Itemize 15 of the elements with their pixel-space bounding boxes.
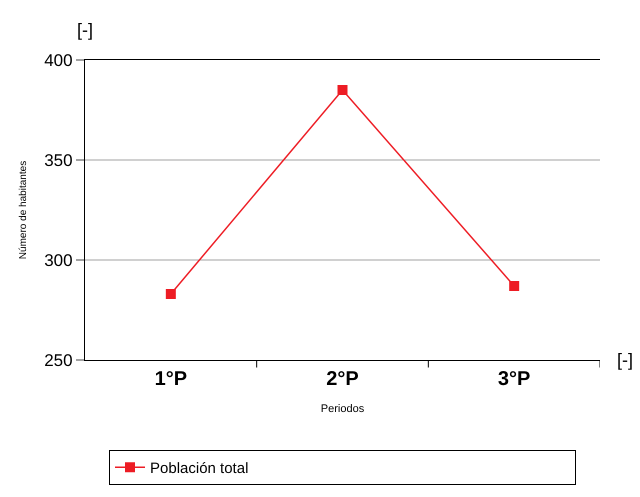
- x-tick-label: 2°P: [326, 368, 359, 390]
- point: [338, 85, 348, 95]
- legend-label: Población total: [150, 460, 248, 478]
- y-tick-label: 400: [44, 50, 73, 70]
- y-tick-label: 300: [44, 250, 73, 270]
- text: [-]: [77, 20, 93, 40]
- text: [-]: [617, 350, 633, 370]
- y-axis-title: Número de habitantes: [18, 160, 30, 260]
- x-tick-label: 1°P: [154, 368, 188, 390]
- point: [509, 281, 520, 291]
- x-tick-label: 3°P: [498, 368, 530, 390]
- y-tick-label: 350: [44, 150, 73, 170]
- y-tick-label: 250: [44, 350, 73, 370]
- x-axis-title: Periodos: [320, 403, 365, 416]
- point: [166, 289, 176, 299]
